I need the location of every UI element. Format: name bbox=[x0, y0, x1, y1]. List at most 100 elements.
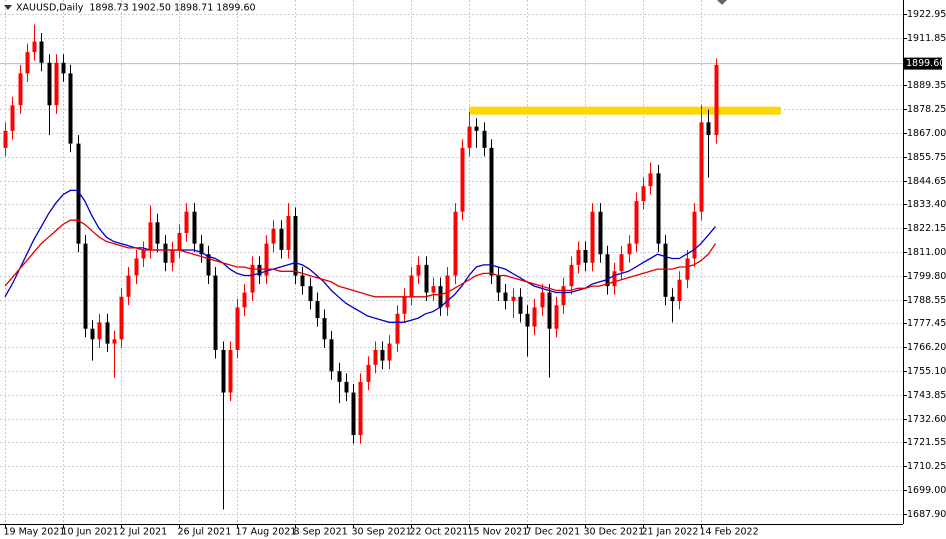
candle-body bbox=[467, 126, 472, 148]
y-tick-label: 1766.20 bbox=[907, 342, 946, 353]
candle-body bbox=[344, 381, 349, 393]
y-tick-label: 1922.95 bbox=[907, 9, 946, 20]
candle-body bbox=[10, 105, 15, 131]
candle-body bbox=[569, 264, 574, 287]
y-tick-label: 1855.75 bbox=[907, 152, 946, 163]
candle-body bbox=[351, 392, 356, 436]
candle-body bbox=[300, 275, 305, 287]
candle-body bbox=[221, 349, 226, 393]
y-tick-label: 1811.00 bbox=[907, 247, 946, 258]
candle-body bbox=[598, 211, 603, 255]
candle-body bbox=[163, 243, 168, 263]
x-tick-label: 15 Nov 2021 bbox=[468, 527, 529, 538]
candle-body bbox=[453, 211, 458, 276]
candle-body bbox=[250, 264, 255, 293]
x-tick-label: 21 Jan 2022 bbox=[642, 527, 699, 538]
y-tick-label: 1822.15 bbox=[907, 223, 946, 234]
candle-body bbox=[431, 286, 436, 293]
candle-body bbox=[532, 307, 537, 327]
candle-body bbox=[329, 339, 334, 372]
candle-body bbox=[590, 211, 595, 263]
candle-body bbox=[692, 211, 697, 259]
candle-body bbox=[279, 228, 284, 250]
candle-body bbox=[170, 249, 175, 263]
y-tick-label: 1710.25 bbox=[907, 461, 946, 472]
x-tick-label: 17 Aug 2021 bbox=[236, 527, 297, 538]
candle-body bbox=[148, 222, 153, 250]
candle-body bbox=[496, 275, 501, 293]
candle-body bbox=[61, 62, 66, 74]
candle-body bbox=[540, 292, 545, 308]
candle-body bbox=[554, 305, 559, 329]
plot-area bbox=[0, 24, 903, 510]
candle-body bbox=[228, 349, 233, 393]
candle-body bbox=[358, 381, 363, 436]
candle-body bbox=[706, 122, 711, 136]
candle-body bbox=[337, 371, 342, 382]
candle-body bbox=[257, 264, 262, 276]
candle-body bbox=[489, 147, 494, 276]
candle-body bbox=[474, 126, 479, 131]
candle-body bbox=[416, 264, 421, 276]
candle-body bbox=[409, 275, 414, 297]
candle-body bbox=[25, 52, 30, 74]
y-tick-label: 1788.55 bbox=[907, 295, 946, 306]
candle-body bbox=[714, 64, 719, 136]
candle-body bbox=[402, 296, 407, 314]
candle-body bbox=[54, 62, 59, 106]
candle-body bbox=[322, 318, 327, 340]
candle-body bbox=[685, 258, 690, 280]
candle-body bbox=[641, 186, 646, 202]
candle-body bbox=[199, 243, 204, 255]
candle-body bbox=[424, 264, 429, 293]
candle-body bbox=[583, 249, 588, 263]
candle-body bbox=[192, 211, 197, 244]
candle-body bbox=[395, 313, 400, 344]
x-tick-label: 14 Feb 2022 bbox=[700, 527, 759, 538]
candle-body bbox=[525, 313, 530, 327]
candle-body bbox=[141, 249, 146, 259]
y-tick-label: 1743.85 bbox=[907, 390, 946, 401]
candle-body bbox=[438, 286, 443, 308]
candle-body bbox=[119, 296, 124, 340]
candle-body bbox=[366, 364, 371, 382]
candle-body bbox=[503, 292, 508, 302]
candle-body bbox=[47, 62, 52, 106]
y-tick-label: 1799.80 bbox=[907, 271, 946, 282]
x-tick-label: 8 Sep 2021 bbox=[294, 527, 348, 538]
candle-body bbox=[155, 222, 160, 244]
candle-body bbox=[18, 73, 23, 106]
candle-body bbox=[39, 41, 44, 63]
candle-body bbox=[547, 292, 552, 329]
candle-body bbox=[76, 143, 81, 244]
candle-body bbox=[677, 279, 682, 302]
candle-body bbox=[32, 41, 37, 53]
x-tick-label: 19 May 2021 bbox=[4, 527, 66, 538]
candle-body bbox=[213, 275, 218, 350]
y-tick-label: 1844.65 bbox=[907, 176, 946, 187]
candle-body bbox=[83, 243, 88, 329]
candle-body bbox=[126, 275, 131, 297]
candle-body bbox=[627, 243, 632, 255]
x-tick-label: 30 Dec 2021 bbox=[584, 527, 645, 538]
candle-body bbox=[134, 258, 139, 276]
x-tick-label: 22 Oct 2021 bbox=[410, 527, 469, 538]
x-tick-label: 7 Dec 2021 bbox=[526, 527, 581, 538]
candle-body bbox=[308, 286, 313, 302]
y-tick-label: 1878.25 bbox=[907, 104, 946, 115]
x-tick-label: 10 Jun 2021 bbox=[62, 527, 119, 538]
x-tick-label: 2 Jul 2021 bbox=[120, 527, 168, 538]
candle-body bbox=[482, 130, 487, 148]
y-tick-label: 1699.00 bbox=[907, 485, 946, 496]
candle-body bbox=[264, 243, 269, 276]
y-tick-label: 1867.00 bbox=[907, 128, 946, 139]
shift-marker bbox=[717, 0, 727, 5]
y-tick-label: 1721.55 bbox=[907, 437, 946, 448]
candle-body bbox=[612, 271, 617, 287]
candle-body bbox=[184, 211, 189, 233]
candle-body bbox=[90, 328, 95, 340]
candle-body bbox=[576, 249, 581, 265]
